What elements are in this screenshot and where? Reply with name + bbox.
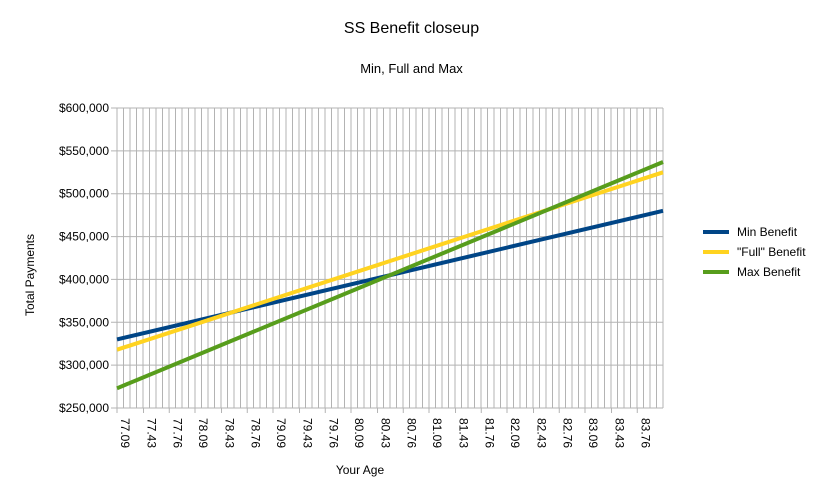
x-tick-label: 81.43 [457, 418, 471, 448]
legend-label-min: Min Benefit [737, 225, 798, 239]
series-line-2 [116, 160, 664, 391]
y-tick-label: $450,000 [59, 230, 109, 244]
x-tick-label: 77.76 [170, 418, 184, 448]
legend-swatch-min [703, 230, 729, 234]
chart-title: SS Benefit closeup [343, 20, 480, 37]
y-tick-label: $500,000 [59, 187, 109, 201]
x-tick-label: 77.43 [145, 418, 159, 448]
x-tick-label: 80.43 [379, 418, 393, 448]
chart-subtitle: Min, Full and Max [360, 61, 463, 76]
x-tick-label: 82.43 [535, 418, 549, 448]
x-tick-label: 83.09 [586, 418, 600, 448]
y-tick-label: $350,000 [59, 315, 109, 329]
x-tick-label: 79.76 [326, 418, 340, 448]
x-tick-label: 80.09 [352, 418, 366, 448]
x-tick-label: 77.09 [118, 418, 132, 448]
y-tick-label: $300,000 [59, 358, 109, 372]
y-tick-label: $250,000 [59, 401, 109, 415]
x-tick-label: 83.76 [638, 418, 652, 448]
x-tick-label: 80.76 [404, 418, 418, 448]
x-axis-label: Your Age [335, 463, 385, 477]
x-tick-label: 82.76 [560, 418, 574, 448]
x-tick-label: 78.43 [223, 418, 237, 448]
legend-item-full: "Full" Benefit [703, 242, 806, 262]
legend-swatch-max [703, 270, 729, 274]
legend: Min Benefit "Full" Benefit Max Benefit [703, 222, 806, 282]
x-tick-label: 78.09 [196, 418, 210, 448]
x-tick-label: 79.43 [301, 418, 315, 448]
legend-swatch-full [703, 250, 729, 254]
x-tick-label: 81.09 [430, 418, 444, 448]
y-tick-label: $400,000 [59, 272, 109, 286]
x-tick-label: 83.43 [613, 418, 627, 448]
y-tick-label: $550,000 [59, 144, 109, 158]
legend-label-full: "Full" Benefit [737, 245, 806, 259]
x-tick-label: 81.76 [482, 418, 496, 448]
x-tick-label: 82.09 [508, 418, 522, 448]
x-tick-label: 79.09 [274, 418, 288, 448]
legend-label-max: Max Benefit [737, 265, 801, 279]
legend-item-max: Max Benefit [703, 262, 806, 282]
y-tick-label: $600,000 [59, 101, 109, 115]
legend-item-min: Min Benefit [703, 222, 806, 242]
x-tick-label: 78.76 [248, 418, 262, 448]
